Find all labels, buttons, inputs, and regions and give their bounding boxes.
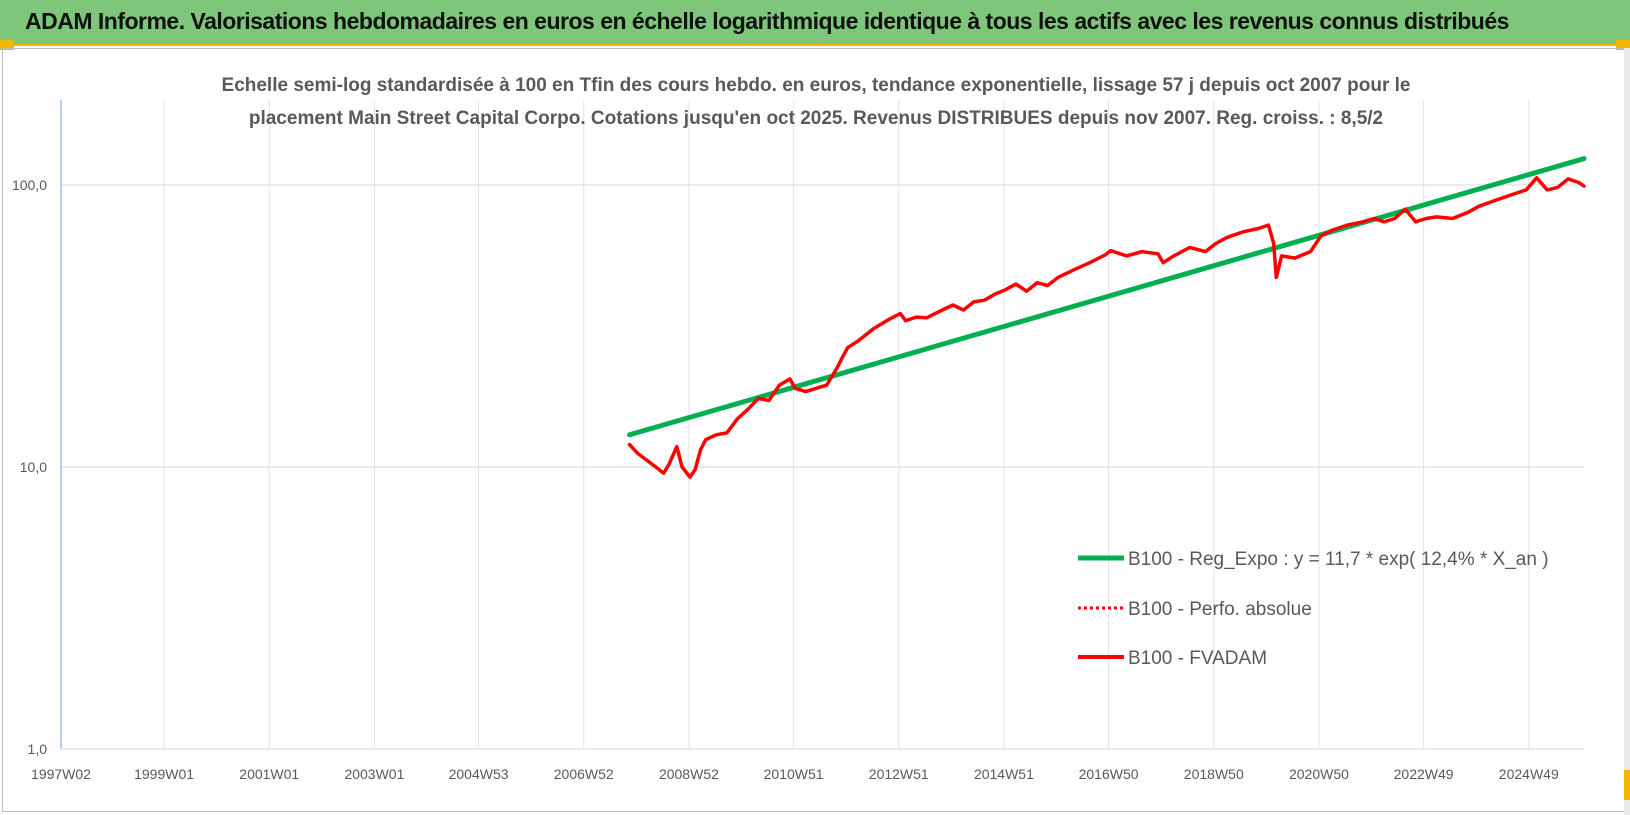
x-tick-label: 2018W50 <box>1184 766 1244 782</box>
y-tick-label: 100,0 <box>12 177 47 193</box>
x-tick-labels: 1997W02 1999W01 2001W01 2003W01 2004W53 2006W… <box>31 766 1559 782</box>
series-line-1 <box>627 156 1587 438</box>
x-tick-label: 2001W01 <box>239 766 299 782</box>
chart-legend: B100 - Reg_Expo : y = 11,7 * exp( 12,4% … <box>1078 549 1549 669</box>
chart-title-line-1: Echelle semi-log standardisée à 100 en T… <box>222 75 1411 96</box>
chart-series <box>627 156 1587 479</box>
report-title: ADAM Informe. Valorisations hebdomadaire… <box>25 8 1509 34</box>
x-tick-label: 1999W01 <box>134 766 194 782</box>
x-tick-label: 2020W50 <box>1289 766 1349 782</box>
scroll-strip <box>1624 48 1630 815</box>
x-tick-label: 2024W49 <box>1499 766 1559 782</box>
chart-axes <box>60 100 1584 750</box>
corner-accent-right <box>1616 40 1630 50</box>
x-tick-label: 1997W02 <box>31 766 91 782</box>
chart-title-line-2: placement Main Street Capital Corpo. Cot… <box>249 108 1383 129</box>
series-line-3 <box>627 176 1586 479</box>
report-banner: ADAM Informe. Valorisations hebdomadaire… <box>0 0 1630 46</box>
chart-grid <box>61 100 1584 750</box>
x-tick-label: 2014W51 <box>974 766 1034 782</box>
legend-label-1: B100 - Reg_Expo : y = 11,7 * exp( 12,4% … <box>1128 549 1549 570</box>
x-tick-label: 2012W51 <box>869 766 929 782</box>
x-tick-label: 2003W01 <box>344 766 404 782</box>
x-tick-label: 2006W52 <box>554 766 614 782</box>
y-tick-label: 1,0 <box>28 741 48 757</box>
corner-accent-left <box>0 40 14 50</box>
x-tick-label: 2016W50 <box>1079 766 1139 782</box>
legend-label-2: B100 - Perfo. absolue <box>1128 599 1312 620</box>
x-tick-label: 2022W49 <box>1394 766 1454 782</box>
x-tick-label: 2008W52 <box>659 766 719 782</box>
legend-label-3: B100 - FVADAM <box>1128 648 1267 669</box>
x-tick-label: 2010W51 <box>764 766 824 782</box>
scroll-accent <box>1624 770 1630 800</box>
y-tick-labels: 1,0 10,0 100,0 <box>12 177 47 757</box>
y-tick-label: 10,0 <box>20 459 47 475</box>
x-tick-label: 2004W53 <box>449 766 509 782</box>
